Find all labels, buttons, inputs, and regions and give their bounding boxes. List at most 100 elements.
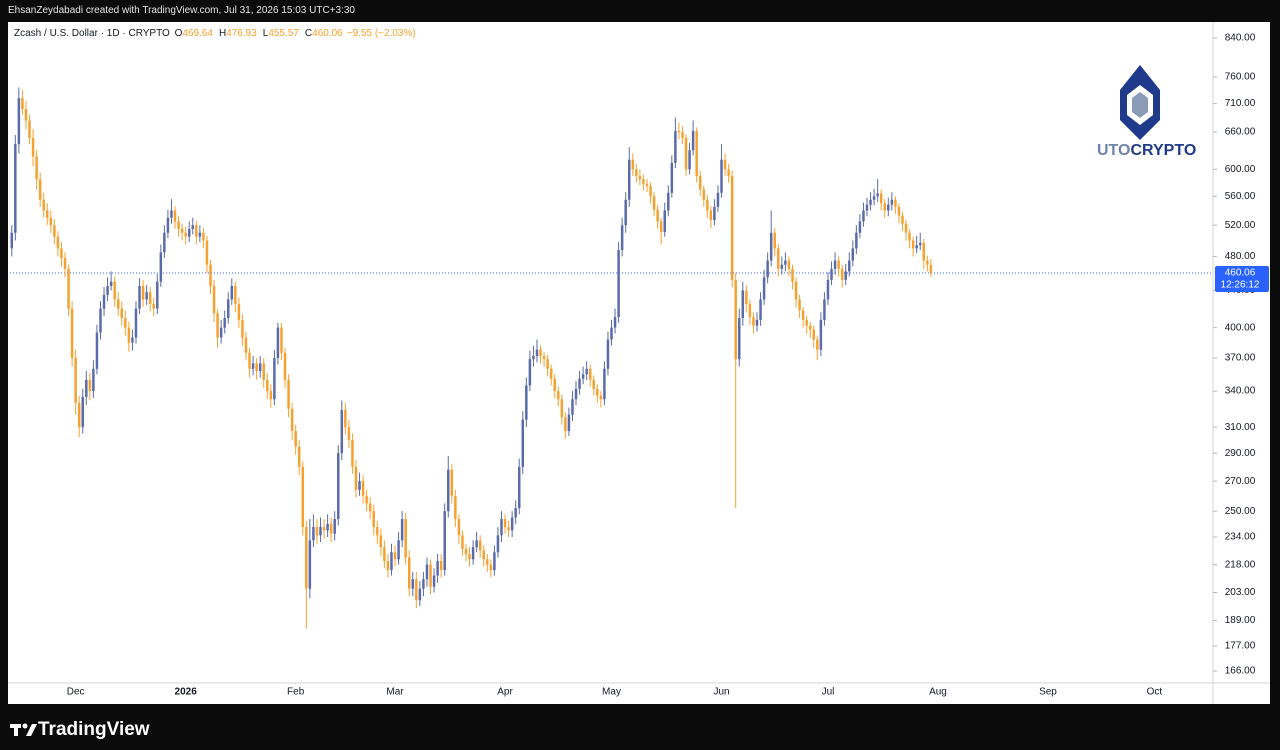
field-value: 476.93 (226, 28, 257, 39)
candle-body (361, 481, 365, 496)
candle-body (574, 388, 578, 400)
candle-body (784, 260, 787, 265)
candle-body (915, 245, 918, 249)
candle-body (659, 221, 663, 233)
candle-body (340, 409, 344, 454)
candle-body (766, 260, 769, 278)
field-value: 469.64 (182, 28, 213, 39)
candle-body (702, 189, 706, 200)
candle-body (709, 210, 713, 220)
candle-body (706, 199, 709, 211)
price-tag-countdown: 12:26:12 (1221, 280, 1260, 291)
candle-body (354, 466, 358, 490)
field-key: H (218, 28, 227, 39)
logo-part: CRYPTO (1130, 142, 1196, 159)
candle-body (872, 196, 876, 200)
candle-body (383, 547, 386, 562)
candle-body (447, 469, 450, 512)
candle-body (532, 355, 535, 360)
x-tick-label: Apr (497, 687, 513, 698)
candle-body (457, 519, 461, 536)
candle-body (106, 286, 109, 295)
candle-body (592, 379, 595, 389)
candle-body (319, 527, 322, 536)
candle-body (393, 552, 397, 560)
candle-body (209, 264, 212, 287)
candle-body (833, 260, 837, 269)
candle-body (454, 495, 457, 520)
x-tick-label: Feb (287, 687, 305, 698)
candle-body (31, 138, 35, 157)
candle-body (283, 352, 287, 380)
candle-body (113, 281, 116, 300)
candle-body (184, 232, 187, 237)
candle-body (819, 319, 823, 350)
candle-body (748, 303, 752, 318)
candle-body (92, 368, 95, 392)
x-tick-label: May (602, 687, 621, 698)
price-tag (1215, 266, 1269, 293)
candle-body (294, 430, 297, 447)
candle-body (216, 313, 219, 338)
candle-body (21, 98, 24, 110)
x-tick-label: Jul (822, 687, 835, 698)
candle-body (901, 215, 904, 224)
y-tick-label: 218.00 (1225, 559, 1256, 570)
candle-body (326, 523, 329, 531)
candle-body (762, 277, 766, 300)
candle-body (244, 337, 248, 353)
candle-body (152, 303, 155, 309)
candle-body (624, 199, 627, 226)
candle-body (638, 175, 642, 180)
candle-body (663, 210, 666, 233)
candle-body (865, 204, 869, 211)
candle-body (134, 308, 138, 338)
candle-body (273, 358, 276, 400)
candle-body (759, 299, 762, 320)
candle-body (510, 517, 514, 531)
candle-body (695, 130, 698, 176)
candle-body (166, 217, 170, 233)
tv-icon (10, 723, 37, 736)
candle-body (109, 281, 113, 287)
candle-body (628, 159, 631, 200)
ohlc-fields: O469.64 H476.93 L455.57 C460.06 (173, 28, 347, 39)
candle-body (585, 368, 588, 375)
candle-body (521, 419, 525, 467)
candle-body (805, 319, 808, 326)
candle-body (808, 325, 812, 330)
candle-body (24, 109, 28, 121)
candle-body (81, 396, 84, 428)
candle-body (418, 588, 422, 601)
candle-body (329, 523, 333, 534)
x-tick-label: Jun (713, 687, 729, 698)
candle-body (102, 294, 106, 309)
candle-body (70, 308, 74, 359)
candle-body (234, 286, 237, 304)
y-tick-label: 400.00 (1225, 322, 1256, 333)
candle-body (713, 206, 716, 220)
candle-body (347, 427, 351, 440)
candle-body (691, 130, 695, 151)
candle-body (642, 179, 645, 184)
candle-body (297, 446, 301, 467)
candle-body (177, 221, 180, 229)
candle-body (386, 561, 390, 571)
candle-body (99, 308, 102, 333)
candle-body (145, 292, 148, 300)
candle-body (390, 552, 393, 571)
y-tick-label: 189.00 (1225, 615, 1256, 626)
y-tick-label: 560.00 (1225, 191, 1256, 202)
candle-body (755, 319, 759, 326)
logo-shape (1132, 92, 1148, 118)
candle-body (883, 203, 886, 211)
candle-body (557, 391, 560, 400)
candle-body (542, 355, 546, 360)
candle-body (88, 379, 92, 392)
candle-body (262, 363, 265, 380)
candle-body (301, 466, 305, 528)
candle-body (461, 535, 464, 549)
x-tick-label: Mar (386, 687, 404, 698)
